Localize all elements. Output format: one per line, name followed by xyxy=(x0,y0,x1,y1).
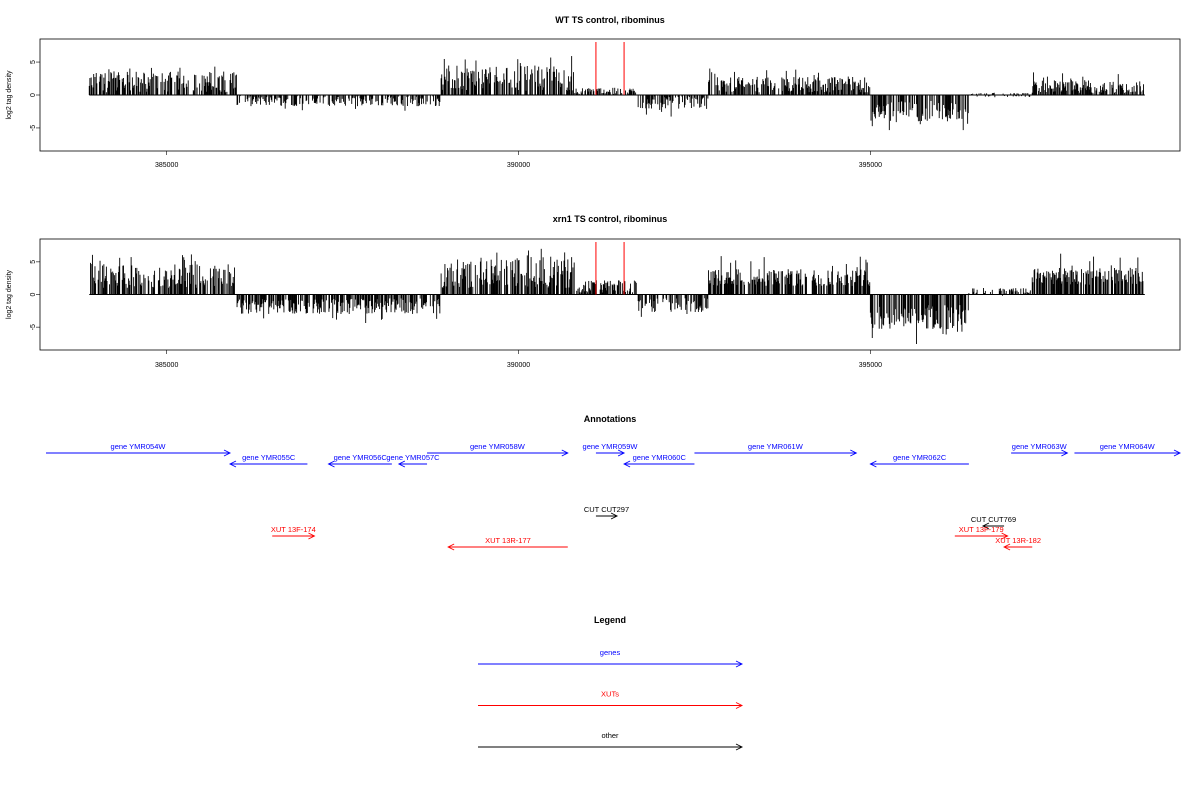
annotation-feature: gene YMR054W xyxy=(46,442,232,457)
annotation-feature: gene YMR062C xyxy=(869,453,969,468)
annotation-feature: XUT 13R-177 xyxy=(447,536,568,551)
x-tick-label: 385000 xyxy=(155,362,178,369)
arrow-head xyxy=(327,460,335,468)
annotation-feature: gene YMR059W xyxy=(583,442,639,457)
annotation-feature: XUT 13F-174 xyxy=(271,525,316,540)
legend-item: XUTs xyxy=(478,690,744,709)
chart-title: WT TS control, ribominus xyxy=(555,15,665,25)
annotation-feature: gene YMR060C xyxy=(623,453,695,468)
annotation-feature: CUT CUT297 xyxy=(584,505,629,520)
legend-label: XUTs xyxy=(601,690,619,699)
annotation-feature: XUT 13F-179 xyxy=(954,525,1009,540)
feature-label: gene YMR055C xyxy=(242,453,296,462)
chart-title: xrn1 TS control, ribominus xyxy=(553,214,668,224)
annotations-panel: Annotations gene YMR054W gene YMR055C gene … xyxy=(46,414,1182,551)
x-tick-label: 395000 xyxy=(859,362,882,369)
feature-label: gene YMR057C xyxy=(386,453,440,462)
y-tick-label: -5 xyxy=(30,125,37,131)
arrow-head xyxy=(869,460,877,468)
arrow-head xyxy=(228,460,237,468)
y-tick-label: 5 xyxy=(30,260,37,264)
feature-label: gene YMR062C xyxy=(893,453,947,462)
annotation-feature: CUT CUT769 xyxy=(971,515,1016,530)
arrow-head xyxy=(850,449,858,457)
feature-label: gene YMR060C xyxy=(633,453,687,462)
arrow-head xyxy=(308,532,316,540)
y-axis-label: log2 tag density xyxy=(6,269,13,319)
arrow-head xyxy=(623,460,631,468)
annotations-title: Annotations xyxy=(584,414,637,424)
legend-label: genes xyxy=(600,648,621,657)
feature-label: XUT 13F-179 xyxy=(959,525,1004,534)
arrow-head xyxy=(610,512,619,520)
feature-label: CUT CUT297 xyxy=(584,505,629,514)
legend-arrow-head xyxy=(735,743,744,751)
feature-label: gene YMR058W xyxy=(470,442,526,451)
arrow-head xyxy=(1061,449,1069,457)
annotation-feature: XUT 13R-182 xyxy=(995,536,1041,551)
arrow-head xyxy=(561,449,569,457)
arrow-head xyxy=(981,522,990,530)
feature-label: gene YMR061W xyxy=(748,442,804,451)
annotation-feature: gene YMR064W xyxy=(1074,442,1182,457)
arrow-head xyxy=(447,543,455,551)
xrn1-density-panel: xrn1 TS control, ribominus log2 tag densi… xyxy=(6,214,1181,369)
arrow-head xyxy=(1003,543,1011,551)
y-axis-label: log2 tag density xyxy=(6,70,13,120)
x-tick-label: 390000 xyxy=(507,362,530,369)
feature-label: XUT 13F-174 xyxy=(271,525,316,534)
annotation-feature: gene YMR057C xyxy=(386,453,440,468)
feature-label: gene YMR054W xyxy=(111,442,167,451)
annotation-feature: gene YMR056C xyxy=(327,453,392,468)
feature-label: gene YMR064W xyxy=(1100,442,1156,451)
y-tick-label: 0 xyxy=(30,292,37,296)
legend-panel: Legend genes XUTs other xyxy=(478,615,744,751)
annotation-feature: gene YMR055C xyxy=(228,453,308,468)
legend-item: genes xyxy=(478,648,744,668)
annotation-feature: gene YMR061W xyxy=(694,442,858,457)
annotation-feature: gene YMR058W xyxy=(427,442,569,457)
arrow-head xyxy=(1001,532,1009,540)
legend-title: Legend xyxy=(594,615,626,625)
feature-label: gene YMR059W xyxy=(583,442,639,451)
feature-label: gene YMR063W xyxy=(1012,442,1068,451)
legend-arrow-head xyxy=(735,702,744,709)
y-tick-label: 0 xyxy=(30,93,37,97)
legend-label: other xyxy=(601,731,619,740)
feature-label: XUT 13R-182 xyxy=(995,536,1041,545)
arrow-head xyxy=(1173,449,1182,457)
wt-density-panel: WT TS control, ribominus log2 tag density… xyxy=(6,15,1181,169)
x-tick-label: 395000 xyxy=(859,162,882,169)
arrow-head xyxy=(617,449,626,457)
feature-label: CUT CUT769 xyxy=(971,515,1016,524)
density-bars xyxy=(88,56,1144,131)
arrow-head xyxy=(223,449,232,457)
legend-arrow-head xyxy=(735,660,744,668)
legend-item: other xyxy=(478,731,744,751)
feature-label: gene YMR056C xyxy=(334,453,388,462)
arrow-head xyxy=(397,460,406,468)
feature-label: XUT 13R-177 xyxy=(485,536,531,545)
y-tick-label: -5 xyxy=(30,324,37,330)
annotation-feature: gene YMR063W xyxy=(1011,442,1069,457)
density-bars xyxy=(90,248,1144,344)
x-tick-label: 385000 xyxy=(155,162,178,169)
y-tick-label: 5 xyxy=(30,60,37,64)
x-tick-label: 390000 xyxy=(507,162,530,169)
